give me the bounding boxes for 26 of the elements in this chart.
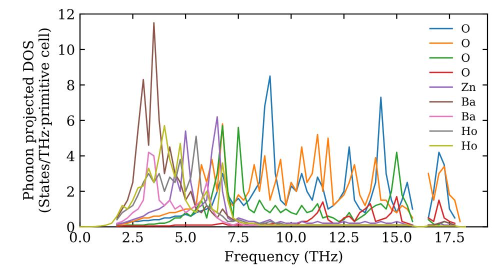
legend-label: O [462, 24, 470, 33]
y-tick-label: 8 [67, 80, 74, 90]
y-tick-label: 10 [59, 44, 74, 55]
legend-label: O [462, 53, 470, 62]
x-tick-label: 0.0 [70, 232, 90, 242]
y-tick-label: 4 [66, 150, 74, 162]
y-tick-label: 6 [67, 115, 74, 126]
x-axis-title: Frequency (THz) [224, 250, 342, 264]
x-tick-label: 12.5 [330, 232, 358, 242]
legend-label: Ba [462, 112, 476, 120]
x-tick-label: 5.0 [176, 232, 196, 242]
legend-label: O [462, 38, 470, 48]
x-tick-label: 17.5 [436, 232, 464, 242]
x-tick-label: 7.5 [228, 232, 248, 242]
legend-label: Ho [462, 141, 477, 150]
x-tick-label: 2.5 [122, 232, 143, 242]
x-tick-label: 15.0 [382, 232, 412, 242]
y-tick-label: 12 [59, 8, 74, 20]
y-axis-title: Phonon projected DOS (States/THz·primitive cell) [22, 28, 52, 212]
legend-label: Zn [462, 82, 476, 92]
y-tick-label: 0 [67, 222, 74, 232]
x-tick-label: 10.0 [277, 232, 306, 242]
legend-label: Ba [462, 98, 476, 106]
y-tick-label: 2 [67, 186, 74, 197]
legend-label: O [462, 68, 470, 77]
legend-label: Ho [462, 126, 477, 136]
